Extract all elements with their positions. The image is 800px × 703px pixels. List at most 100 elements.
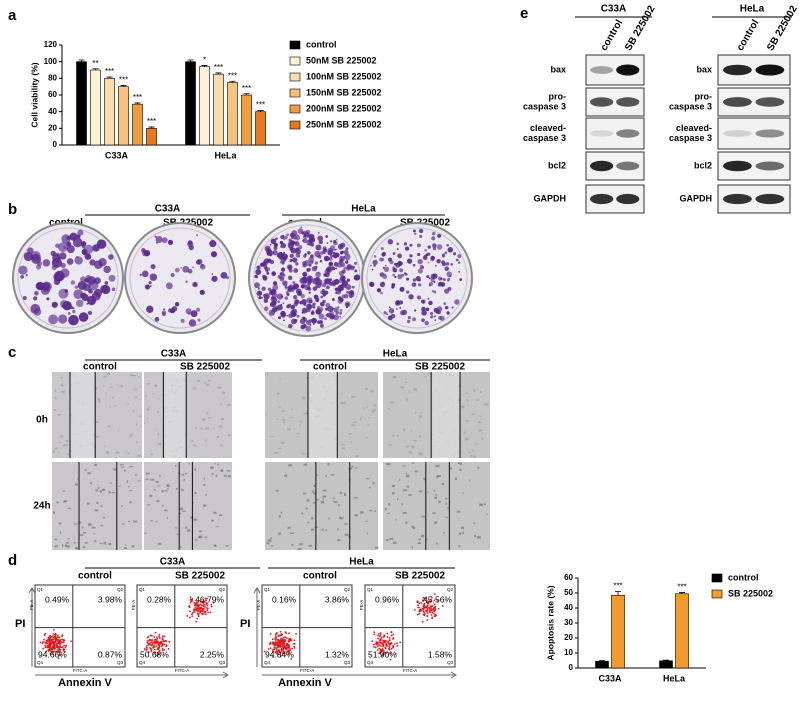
colony [306,275,313,282]
colony [310,254,314,259]
cell-speck [341,443,345,446]
cell-speck [386,463,391,466]
colony [329,278,333,281]
event-dot [284,631,287,634]
event-dot [146,641,149,644]
cell-speck [214,462,216,465]
colony [320,251,322,253]
event-dot [269,633,272,635]
colony [283,238,285,241]
cell-speck [158,442,162,445]
event-dot [60,646,63,649]
cell-speck [62,444,65,447]
wound-image [144,462,232,550]
quadrant-percent: 50.68% [140,649,169,659]
cell-speck [220,469,223,471]
cell-speck [337,539,341,541]
colony [390,313,396,319]
event-dot [269,647,272,650]
colony [444,266,450,272]
colony [292,281,296,285]
event-dot [205,613,207,615]
event-dot [165,644,168,647]
event-dot [273,644,276,647]
cell-speck [281,410,284,412]
cell-speck [466,399,469,402]
cell-speck [281,416,284,418]
cell-line-label: C33A [161,349,187,360]
cell-speck [197,379,201,382]
wound-gap [71,372,95,458]
event-dot [54,633,56,636]
colony [294,313,298,316]
cell-speck [67,538,70,540]
colony [392,273,395,277]
colony [312,309,314,312]
colony [381,252,386,257]
colony [341,280,345,284]
cell-speck [465,392,468,394]
cell-speck [222,391,226,394]
cell-speck [391,485,396,487]
event-dot [285,650,288,653]
cell-speck [225,545,229,547]
cell-speck [108,491,111,494]
colony [368,281,375,287]
cell-speck [348,433,352,435]
legend-label: 250nM SB 225002 [306,119,382,129]
colony [108,274,116,282]
event-dot [279,630,282,633]
wound-image [144,372,232,458]
event-dot [161,638,164,641]
cell-speck [185,526,188,529]
event-dot [273,648,276,651]
event-dot [290,639,293,642]
event-dot [190,600,193,603]
event-dot [376,649,379,651]
colony [285,291,289,294]
cell-speck [98,400,101,403]
cell-speck [338,516,342,519]
event-dot [158,637,161,639]
legend-swatch [289,88,301,98]
cell-speck [114,404,116,407]
event-dot [56,649,59,651]
cell-speck [313,485,317,487]
cell-speck [109,386,114,388]
cell-speck [57,414,62,416]
cell-speck [469,479,471,482]
colony [98,258,107,267]
event-dot [388,639,391,641]
cell-speck [74,483,79,486]
event-dot [47,645,50,648]
y-tick-label: 10 [564,648,573,657]
event-dot [376,641,379,644]
colony [353,261,358,265]
colony [180,266,183,269]
cell-speck [351,465,354,468]
colony [446,311,450,315]
cell-speck [366,424,369,426]
cell-speck [204,536,208,538]
wound-gap [164,372,186,458]
quadrant-name: Q2 [219,587,226,592]
y-tick-label: 60 [48,90,57,99]
colony [351,285,355,289]
colony [283,251,286,254]
band [590,97,614,107]
cell-speck [181,473,185,476]
cell-speck [265,413,267,417]
cell-speck [201,419,205,421]
colony [328,257,333,261]
cell-speck [96,502,99,505]
cell-speck [111,491,116,494]
colony [72,318,75,321]
cell-speck [97,486,100,489]
colony [287,242,295,249]
y-tick-label: 60 [564,573,573,582]
event-dot [436,599,439,602]
event-dot [153,648,156,651]
cell-speck [340,517,344,520]
colony [325,302,331,308]
event-dot [51,647,53,649]
